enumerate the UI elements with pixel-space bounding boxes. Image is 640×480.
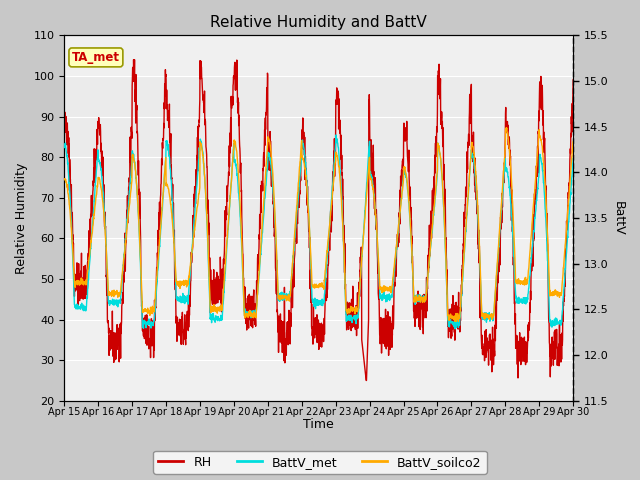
Bar — [64, 76, 573, 239]
Title: Relative Humidity and BattV: Relative Humidity and BattV — [211, 15, 427, 30]
X-axis label: Time: Time — [303, 419, 334, 432]
Y-axis label: Relative Humidity: Relative Humidity — [15, 162, 28, 274]
Y-axis label: BattV: BattV — [612, 201, 625, 235]
Text: TA_met: TA_met — [72, 51, 120, 64]
Legend: RH, BattV_met, BattV_soilco2: RH, BattV_met, BattV_soilco2 — [154, 451, 486, 474]
